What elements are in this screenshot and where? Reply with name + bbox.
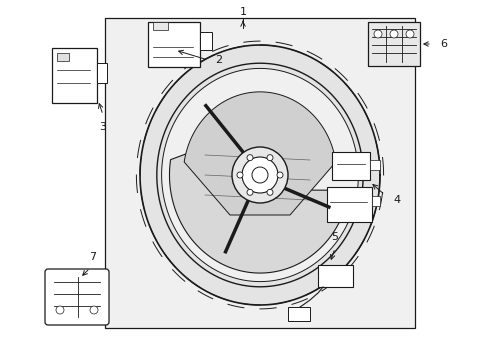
Polygon shape: [169, 130, 349, 273]
Bar: [153, 22, 168, 30]
Circle shape: [231, 147, 287, 203]
Text: 2: 2: [215, 55, 222, 65]
Bar: [371, 196, 379, 206]
Bar: [367, 22, 419, 66]
Text: 6: 6: [439, 39, 446, 49]
Circle shape: [251, 167, 267, 183]
Bar: [331, 152, 369, 180]
Circle shape: [266, 189, 272, 195]
Bar: [57, 53, 69, 61]
Circle shape: [56, 306, 64, 314]
Bar: [369, 160, 379, 170]
Bar: [287, 307, 309, 321]
Bar: [97, 63, 107, 83]
Bar: [105, 18, 414, 328]
Circle shape: [266, 155, 272, 161]
Circle shape: [246, 155, 252, 161]
Bar: [52, 48, 97, 103]
Text: 4: 4: [392, 195, 399, 205]
Circle shape: [90, 306, 98, 314]
Circle shape: [389, 30, 397, 38]
Circle shape: [373, 30, 381, 38]
Text: 5: 5: [331, 232, 338, 242]
Bar: [148, 22, 200, 67]
Bar: [317, 265, 352, 287]
Polygon shape: [184, 92, 335, 215]
Text: 3: 3: [99, 122, 106, 132]
Circle shape: [405, 30, 413, 38]
Circle shape: [276, 172, 283, 178]
Bar: [326, 187, 371, 222]
Bar: [200, 32, 212, 50]
Polygon shape: [140, 45, 379, 305]
Circle shape: [242, 157, 278, 193]
Circle shape: [246, 189, 252, 195]
Circle shape: [237, 172, 243, 178]
Text: 7: 7: [89, 252, 96, 262]
Text: 1: 1: [239, 7, 246, 17]
FancyBboxPatch shape: [45, 269, 109, 325]
